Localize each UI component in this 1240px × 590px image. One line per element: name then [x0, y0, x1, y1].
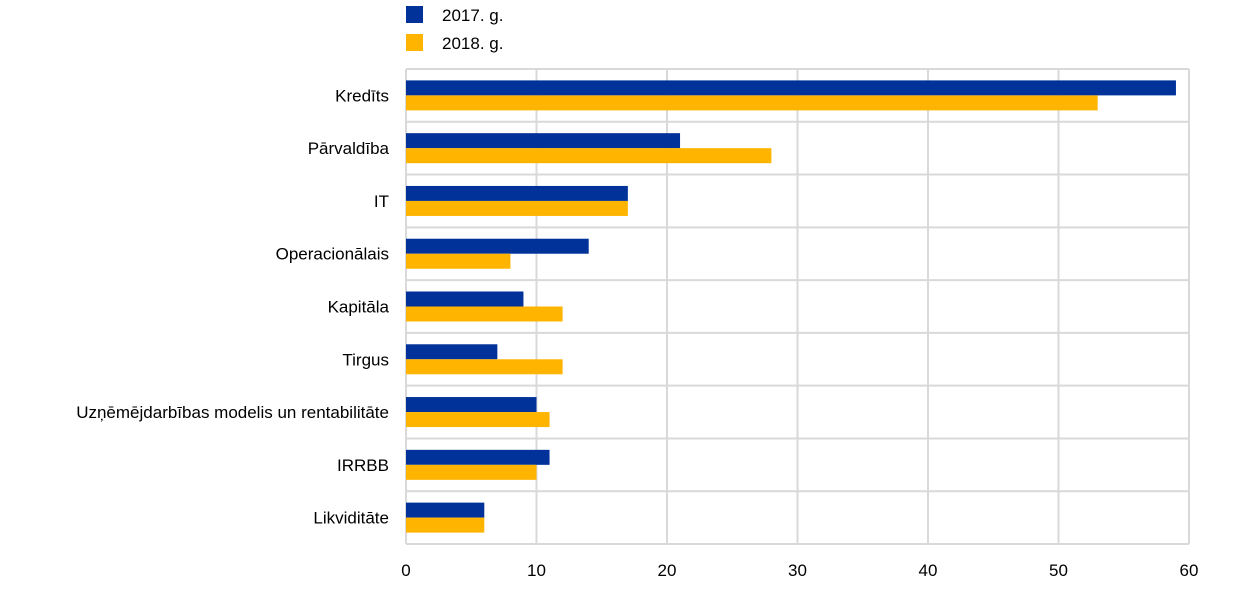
x-tick-label: 20	[658, 561, 677, 580]
bar-2017	[406, 80, 1176, 96]
bar-2017	[406, 238, 589, 254]
bars	[406, 80, 1176, 533]
x-tick-label: 10	[527, 561, 546, 580]
bar-2018	[406, 200, 628, 216]
category-label: Operacionālais	[276, 245, 389, 264]
category-labels: Kredīts Pārvaldība IT Operacionālais Kapitāl…	[76, 86, 389, 527]
x-tick-label: 60	[1180, 561, 1199, 580]
category-label: Likviditāte	[313, 509, 389, 528]
bar-2017	[406, 502, 485, 518]
bar-2018	[406, 464, 537, 480]
x-tick-label: 30	[788, 561, 807, 580]
legend-swatch-1	[406, 34, 423, 51]
x-axis-tick-labels: 0 10 20 30 40 50 60	[401, 561, 1198, 580]
bar-2017	[406, 449, 550, 465]
bar-2017	[406, 185, 628, 201]
bar-2018	[406, 517, 485, 533]
legend: 2017. g. 2018. g.	[406, 6, 503, 53]
x-tick-label: 40	[919, 561, 938, 580]
legend-label-1: 2018. g.	[442, 34, 503, 53]
x-tick-label: 50	[1049, 561, 1068, 580]
legend-label-0: 2017. g.	[442, 6, 503, 25]
bar-2018	[406, 95, 1098, 111]
category-label: Uzņēmējdarbības modelis un rentabilitāte	[76, 403, 389, 422]
category-label: Pārvaldība	[308, 139, 390, 158]
bar-2017	[406, 397, 537, 413]
bar-2018	[406, 412, 550, 428]
bar-2017	[406, 133, 681, 149]
category-label: IRRBB	[337, 456, 389, 475]
category-label: Kredīts	[335, 86, 389, 105]
bar-2018	[406, 253, 511, 269]
bar-2017	[406, 344, 498, 360]
category-label: IT	[374, 192, 389, 211]
gridlines	[405, 68, 1190, 545]
legend-swatch-0	[406, 6, 423, 23]
x-tick-label: 0	[401, 561, 410, 580]
category-label: Kapitāla	[328, 298, 390, 317]
category-label: Tirgus	[342, 350, 389, 369]
bar-2018	[406, 148, 772, 164]
bar-2018	[406, 306, 563, 322]
bar-2018	[406, 359, 563, 375]
bar-2017	[406, 291, 524, 307]
